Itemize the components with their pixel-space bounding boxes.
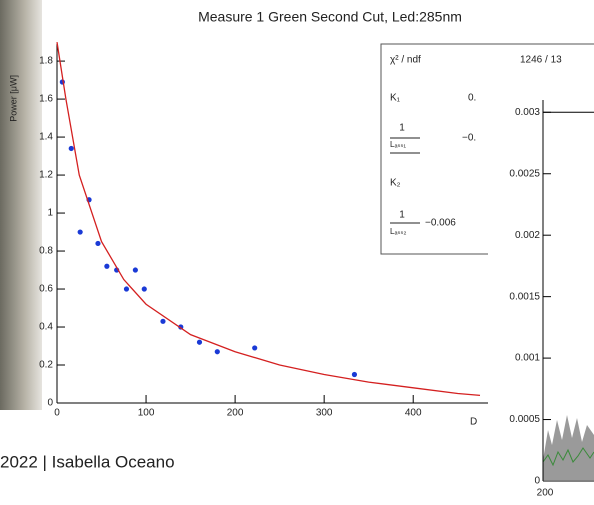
main-plot: 0 0.2 0.4 0.6 0.8 1 1.2 1.4 1.6 1.8 0 100 200 300 400 <box>39 42 481 419</box>
fit-value: 0. <box>468 93 476 104</box>
fit-label: Lₐₛₛ₂ <box>390 227 407 236</box>
x-tick-label: 100 <box>138 408 155 419</box>
fit-label: K₂ <box>390 178 401 189</box>
x-tick-label: 200 <box>537 488 554 499</box>
fit-label: K₁ <box>390 93 401 104</box>
y-label: Power [μW] <box>8 75 18 122</box>
data-point <box>123 286 130 292</box>
x-tick-label: 200 <box>227 408 244 419</box>
x-tick-label: 0 <box>54 408 60 419</box>
x-label: D <box>470 417 477 428</box>
photo-fragment <box>0 0 42 410</box>
second-plot: 0 0.0005 0.001 0.0015 0.002 0.0025 0.003 200 <box>509 100 594 499</box>
y-tick-label: 1.4 <box>39 132 53 143</box>
y-tick-label: 0.2 <box>39 360 53 371</box>
fit-value: −0.006 <box>425 218 456 229</box>
y-tick-label: 0.003 <box>515 107 540 118</box>
data-point <box>77 229 83 235</box>
y-tick-label: 0 <box>47 398 53 409</box>
footer: 2022 | Isabella Oceano <box>0 452 175 471</box>
y-tick-label: 0.001 <box>515 353 540 364</box>
y-tick-label: 1.8 <box>39 56 53 67</box>
fit-label: 1 <box>399 123 405 134</box>
y-tick-label: 0.8 <box>39 246 53 257</box>
data-point <box>141 286 147 292</box>
data-point <box>132 267 138 273</box>
y-tick-label: 1.2 <box>39 170 53 181</box>
noise-band <box>543 415 594 480</box>
fit-label: Lₐₛₛ₁ <box>390 140 406 149</box>
fit-value: −0. <box>462 133 476 144</box>
x-tick-label: 300 <box>316 408 333 419</box>
y-tick-label: 0.0025 <box>509 168 540 179</box>
y-tick-label: 1 <box>47 208 53 219</box>
y-tick-label: 1.6 <box>39 94 53 105</box>
data-point <box>160 318 166 324</box>
y-tick-label: 0.6 <box>39 284 53 295</box>
data-point <box>104 263 110 269</box>
y-tick-label: 0 <box>534 476 540 487</box>
y-tick-label: 0.4 <box>39 322 53 333</box>
data-point <box>252 345 258 351</box>
data-point <box>196 339 203 345</box>
y-tick-label: 0.0015 <box>509 291 540 302</box>
fit-box-content: χ² / ndf K₁ 1 Lₐₛₛ₁ K₂ 1 Lₐₛₛ₂ 1246 / 13 0. −0. −0… <box>390 55 562 236</box>
y-tick-label: 0.0005 <box>509 414 540 425</box>
data-point <box>95 240 101 247</box>
fit-label: 1 <box>399 210 405 221</box>
chart-title: Measure 1 Green Second Cut, Led:285nm <box>198 9 462 25</box>
fit-curve <box>56 42 481 397</box>
fit-label: χ² / ndf <box>390 55 421 66</box>
noise-trace <box>542 447 594 467</box>
x-tick-label: 400 <box>405 408 422 419</box>
y-tick-label: 0.002 <box>515 230 540 241</box>
data-point <box>214 349 220 355</box>
fit-value: 1246 / 13 <box>520 55 562 66</box>
data-point <box>68 145 74 152</box>
data-point <box>351 371 358 378</box>
